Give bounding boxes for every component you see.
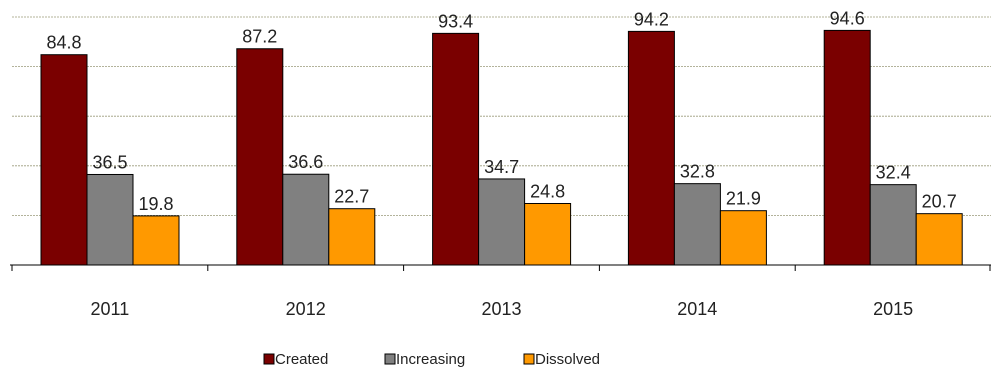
data-label: 36.6 xyxy=(288,152,323,172)
x-tick-label: 2012 xyxy=(286,299,326,319)
bar-increasing-2012 xyxy=(282,173,330,266)
data-label: 87.2 xyxy=(242,27,277,47)
bar-dissolved-2012 xyxy=(328,208,376,266)
legend-label-dissolved: Dissolved xyxy=(535,351,600,368)
bars xyxy=(40,29,963,266)
data-label: 20.7 xyxy=(922,192,957,212)
bar-created-2012 xyxy=(236,48,284,266)
bar-increasing-2011 xyxy=(86,173,134,266)
data-label: 24.8 xyxy=(530,181,565,201)
data-label: 21.9 xyxy=(726,189,761,209)
data-label: 94.6 xyxy=(830,8,865,28)
legend-swatch-increasing xyxy=(384,353,396,365)
data-label: 22.7 xyxy=(334,187,369,207)
data-label: 34.7 xyxy=(484,157,519,177)
bar-increasing-2014 xyxy=(673,183,721,266)
data-label: 36.5 xyxy=(92,152,127,172)
data-label: 19.8 xyxy=(138,194,173,214)
bar-dissolved-2015 xyxy=(915,213,963,266)
bar-dissolved-2014 xyxy=(719,210,767,266)
bar-created-2014 xyxy=(627,30,675,266)
x-axis: 2011 2012 2013 2014 2015 xyxy=(10,264,991,319)
bar-created-2013 xyxy=(432,32,480,266)
x-tick-label: 2015 xyxy=(873,299,913,319)
bar-created-2015 xyxy=(823,29,871,266)
legend-swatch-created xyxy=(263,353,275,365)
legend-swatch-dissolved xyxy=(523,353,535,365)
data-label: 94.2 xyxy=(634,9,669,29)
bar-increasing-2013 xyxy=(478,178,526,266)
x-tick-label: 2014 xyxy=(677,299,717,319)
bar-dissolved-2013 xyxy=(524,202,572,266)
data-labels: 84.8 36.5 19.8 87.2 36.6 22.7 93.4 34.7 24.8 94.2… xyxy=(46,8,956,214)
bar-created-2011 xyxy=(40,54,88,266)
bar-dissolved-2011 xyxy=(132,215,180,266)
data-label: 32.8 xyxy=(680,162,715,182)
data-label: 93.4 xyxy=(438,11,473,31)
bar-increasing-2015 xyxy=(869,184,917,266)
x-tick-label: 2013 xyxy=(481,299,521,319)
legend-label-created: Created xyxy=(275,351,328,368)
legend-label-increasing: Increasing xyxy=(396,351,465,368)
data-label: 32.4 xyxy=(876,163,911,183)
x-tick-label: 2011 xyxy=(91,299,130,319)
data-label: 84.8 xyxy=(46,33,81,53)
legend: Created Increasing Dissolved xyxy=(263,351,600,368)
